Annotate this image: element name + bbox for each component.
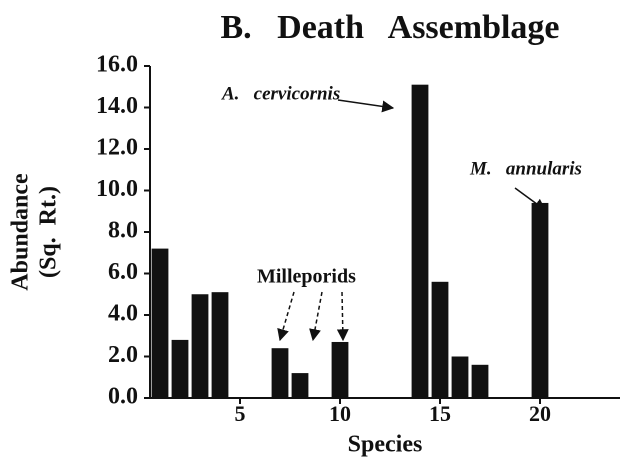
annotation: A. cervicornis xyxy=(221,83,340,104)
arrow xyxy=(336,291,349,342)
x-tick-label: 20 xyxy=(529,401,551,426)
y-tick-label: 10.0 xyxy=(96,176,138,202)
bar xyxy=(211,292,229,398)
y-tick-label: 16.0 xyxy=(96,52,138,78)
annotation: M. annularis xyxy=(469,158,582,179)
y-tick-label: 0.0 xyxy=(108,384,138,410)
bar xyxy=(431,281,449,398)
x-tick-label: 15 xyxy=(429,401,451,426)
bar xyxy=(451,356,469,398)
bar xyxy=(531,202,549,398)
bar xyxy=(291,373,309,398)
bar xyxy=(171,339,189,398)
bar xyxy=(191,294,209,398)
y-axis-label: (Sq. Rt.) xyxy=(36,186,62,278)
arrow xyxy=(337,99,395,113)
y-axis-label: Abundance xyxy=(8,173,34,291)
x-axis-label: Species xyxy=(348,432,423,458)
y-tick-label: 2.0 xyxy=(108,342,138,368)
y-tick-label: 6.0 xyxy=(108,259,138,285)
bar xyxy=(471,364,489,398)
arrow xyxy=(309,291,323,342)
annotation: Milleporids xyxy=(257,266,356,288)
x-tick-label: 5 xyxy=(235,401,246,426)
y-tick-label: 14.0 xyxy=(96,93,138,119)
bar xyxy=(151,248,169,398)
y-tick-label: 4.0 xyxy=(108,301,138,327)
y-tick-label: 12.0 xyxy=(96,135,138,161)
x-tick-label: 10 xyxy=(329,401,351,426)
arrow xyxy=(277,291,295,342)
bar xyxy=(331,341,349,398)
bar xyxy=(271,348,289,398)
y-tick-label: 8.0 xyxy=(108,218,138,244)
chart-title: B. Death Assemblage xyxy=(220,9,559,46)
bar xyxy=(411,84,429,399)
